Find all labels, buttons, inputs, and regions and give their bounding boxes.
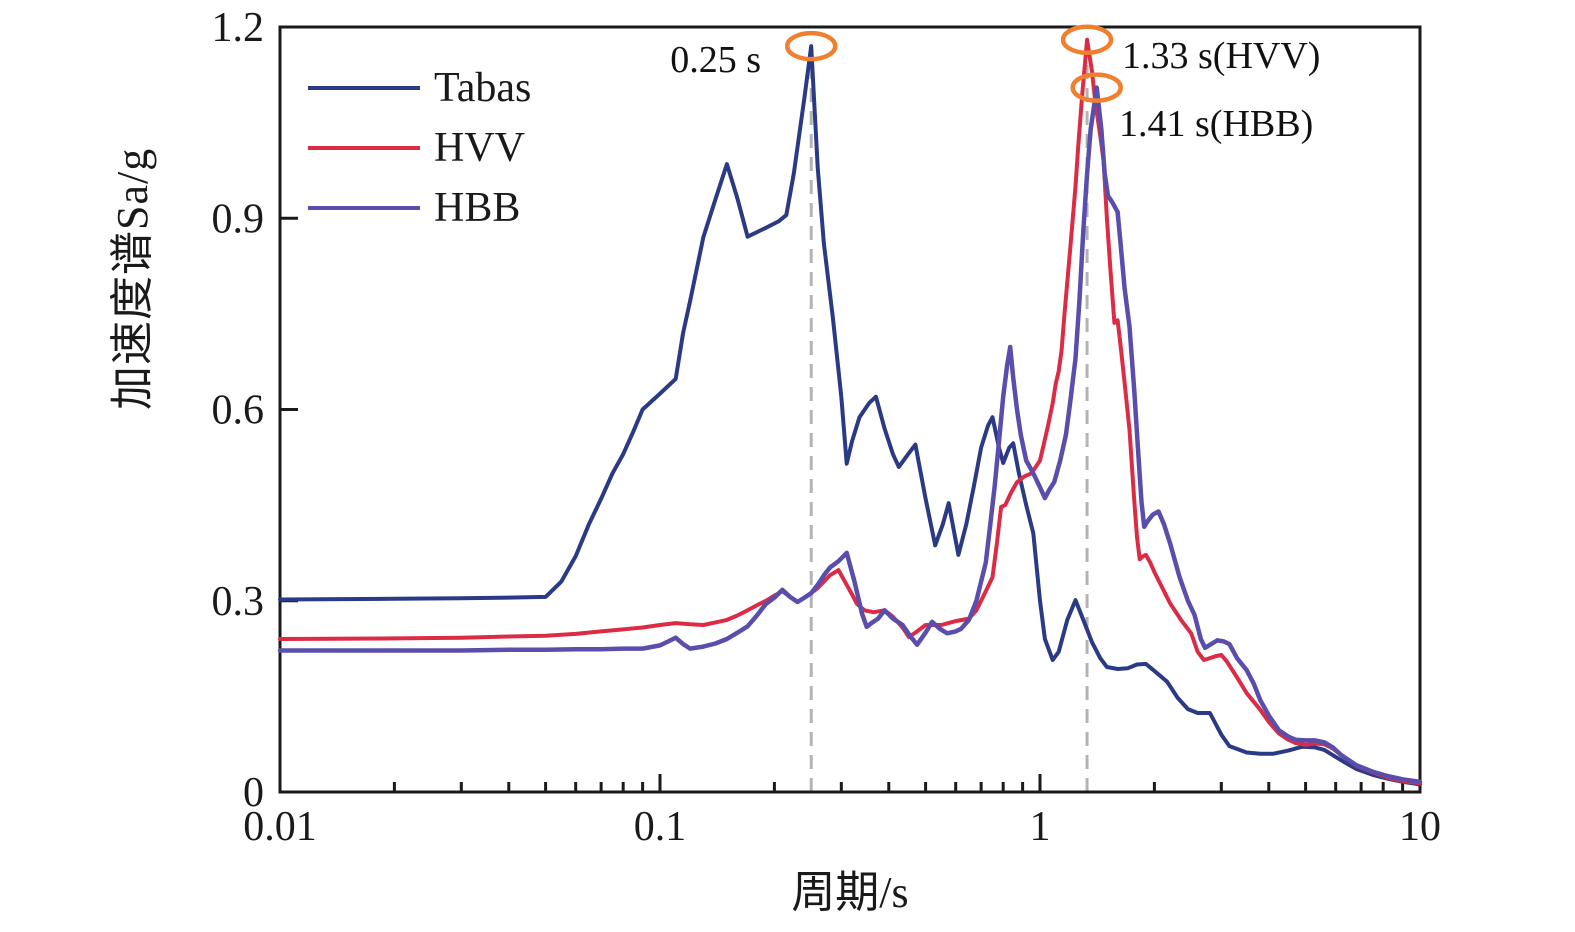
- chart-legend: Tabas HVV HBB: [308, 58, 531, 238]
- legend-item-hvv: HVV: [308, 118, 531, 178]
- x-tick-label: 1: [1030, 804, 1051, 850]
- peak-highlight-ellipse: [1070, 72, 1123, 103]
- legend-label-tabas: Tabas: [434, 65, 532, 111]
- legend-label-hbb: HBB: [434, 185, 521, 231]
- x-tick-label: 0.1: [634, 804, 687, 850]
- annotation-peak-hbb: 1.41 s(HBB): [1119, 103, 1314, 145]
- y-tick-label: 0.9: [212, 196, 265, 242]
- legend-item-tabas: Tabas: [308, 58, 531, 118]
- x-axis-label: 周期/s: [791, 868, 909, 917]
- series-line-hbb: [277, 85, 1423, 785]
- legend-label-hvv: HVV: [434, 125, 525, 171]
- legend-item-hbb: HBB: [308, 178, 531, 238]
- annotation-peak-tabas: 0.25 s: [670, 39, 761, 81]
- hvv-line-swatch: [308, 146, 420, 150]
- series-line-tabas: [278, 44, 1422, 787]
- y-tick-label: 1.2: [212, 5, 265, 51]
- hbb-line-swatch: [308, 206, 420, 210]
- peak-highlight-ellipse: [784, 30, 838, 62]
- y-tick-label: 0: [243, 770, 264, 816]
- y-axis-label: 加速度谱Sa/g: [108, 147, 157, 410]
- y-tick-label: 0.3: [212, 579, 265, 625]
- tabas-line-swatch: [308, 86, 420, 90]
- annotation-peak-hvv: 1.33 s(HVV): [1122, 35, 1321, 77]
- x-tick-label: 0.01: [243, 804, 317, 850]
- y-tick-label: 0.6: [212, 388, 265, 434]
- peak-highlight-ellipse: [1060, 24, 1114, 55]
- x-tick-label: 10: [1399, 804, 1441, 850]
